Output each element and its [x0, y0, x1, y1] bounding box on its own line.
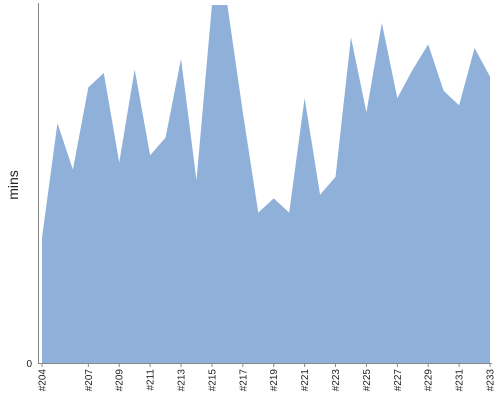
x-tick-labels: #204 #207 #209 #211 #213 #215 #217 #219 #221 #223…: [38, 363, 497, 391]
y-tick-labels: 0: [26, 359, 32, 370]
x-tick-label: #204: [38, 369, 49, 392]
x-tick-label: #227: [393, 369, 404, 392]
x-tick-label: #231: [455, 369, 466, 392]
y-tick-label: 0: [26, 359, 32, 370]
series-area: [42, 5, 490, 363]
x-tick-label: #213: [177, 369, 188, 392]
x-tick-label: #225: [362, 369, 373, 392]
x-tick-label: #215: [207, 369, 218, 392]
x-tick-label: #221: [300, 369, 311, 392]
area-layer: [42, 5, 490, 363]
x-tick-label: #217: [238, 369, 249, 392]
x-tick-label: #207: [84, 369, 95, 392]
y-axis-label: mins: [5, 170, 21, 200]
x-tick-label: #233: [486, 369, 497, 392]
x-tick-label: #211: [146, 369, 157, 391]
x-tick-label: #229: [424, 369, 435, 392]
x-tick-label: #223: [331, 369, 342, 392]
x-tick-label: #209: [115, 369, 126, 392]
x-tick-label: #219: [269, 369, 280, 392]
